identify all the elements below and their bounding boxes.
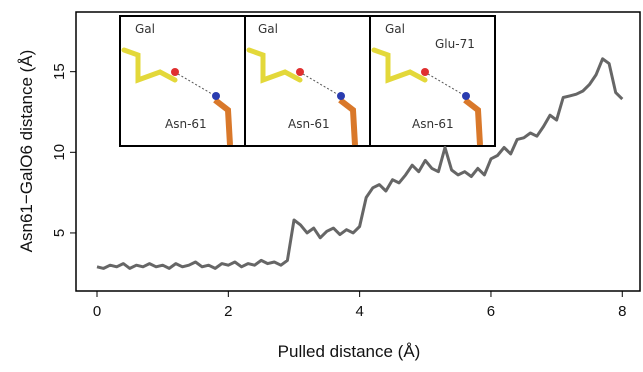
inset-label: Asn-61 — [412, 117, 454, 131]
inset-label: Glu-71 — [435, 37, 475, 51]
o-atom — [421, 68, 429, 76]
chart: Pulled distance (Å) Asn61−GalO6 distance… — [0, 0, 643, 367]
inset-label: Asn-61 — [288, 117, 330, 131]
o-atom — [171, 68, 179, 76]
y-tick-label: 5 — [51, 229, 68, 237]
inset-label: Gal — [258, 22, 278, 36]
x-tick-label: 8 — [618, 303, 626, 320]
n-atom — [462, 92, 470, 100]
x-tick-label: 2 — [224, 303, 232, 320]
inset-label: Gal — [135, 22, 155, 36]
inset-label: Asn-61 — [165, 117, 207, 131]
x-tick-label: 4 — [355, 303, 363, 320]
inset-label: Gal — [385, 22, 405, 36]
y-tick-label: 10 — [51, 144, 68, 161]
o-atom — [296, 68, 304, 76]
y-tick-label: 15 — [51, 63, 68, 80]
insets: Gal Asn-61 Gal Asn-61 Gal Glu-71 Asn-61 — [120, 16, 495, 146]
n-atom — [337, 92, 345, 100]
page: Pulled distance (Å) Asn61−GalO6 distance… — [0, 0, 643, 372]
n-atom — [212, 92, 220, 100]
y-axis-label: Asn61−GalO6 distance (Å) — [17, 50, 36, 253]
x-tick-label: 6 — [487, 303, 495, 320]
x-axis-label: Pulled distance (Å) — [278, 342, 421, 361]
x-tick-label: 0 — [93, 303, 101, 320]
